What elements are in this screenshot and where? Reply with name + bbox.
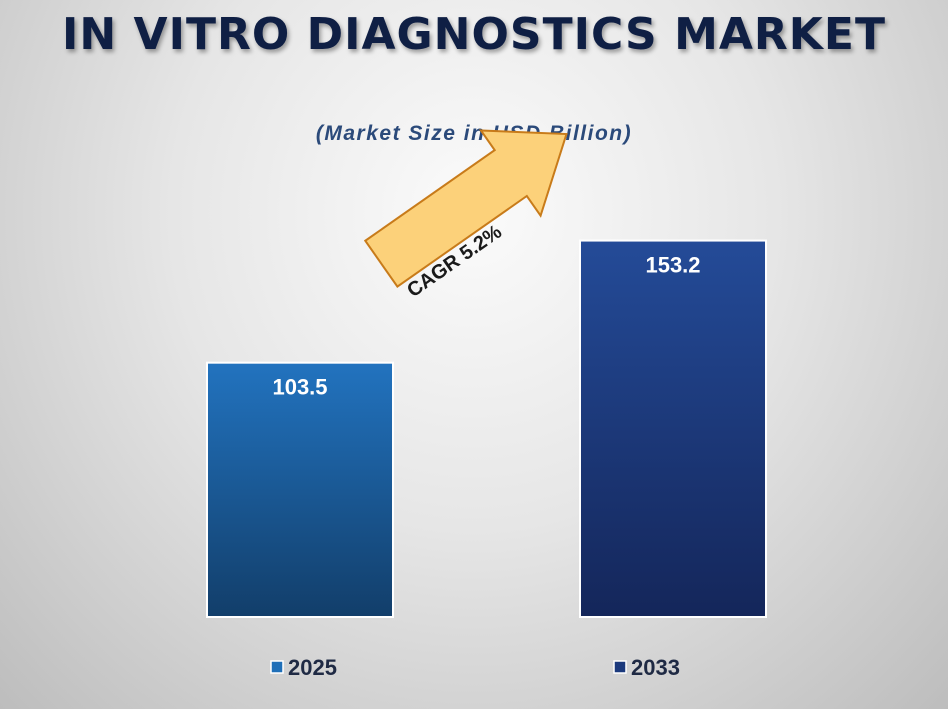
data-label-2033: 153.2 bbox=[645, 253, 700, 278]
bar-2033 bbox=[579, 239, 767, 619]
legend-swatch-2025 bbox=[270, 660, 284, 674]
chart-title: IN VITRO DIAGNOSTICS MARKET bbox=[62, 9, 886, 60]
legend-label-2033: 2033 bbox=[631, 655, 680, 680]
data-label-2025: 103.5 bbox=[272, 375, 327, 400]
bar-2025 bbox=[206, 361, 394, 618]
cagr-arrow-icon bbox=[363, 129, 568, 289]
legend-label-2025: 2025 bbox=[288, 655, 337, 680]
cagr-annotation: CAGR 5.2% bbox=[363, 129, 568, 302]
bars-group: 103.5 153.2 bbox=[206, 239, 767, 619]
legend-swatch-2033 bbox=[613, 660, 627, 674]
legend: 2025 2033 bbox=[270, 655, 680, 680]
